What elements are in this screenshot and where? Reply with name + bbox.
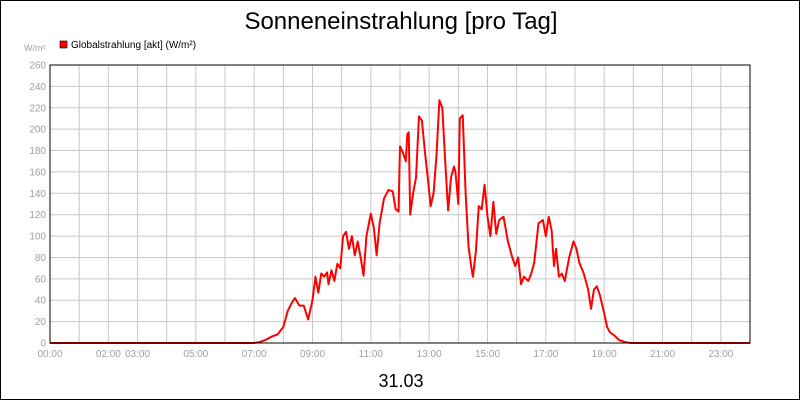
y-tick-labels: 0 20 40 60 80 100 120 140 160 180 200 220 240 260: [29, 61, 46, 350]
y-tick-label: 180: [29, 146, 46, 157]
y-tick-label: 40: [35, 296, 47, 307]
y-tick-label: 220: [29, 103, 46, 114]
plot-border: [49, 64, 751, 344]
x-tick-label: 13:00: [417, 349, 442, 360]
y-tick-label: 80: [35, 253, 47, 264]
x-tick-label: 11:00: [359, 349, 384, 360]
x-tick-label: 03:00: [125, 349, 150, 360]
legend-swatch: [59, 40, 68, 49]
x-tick-label: 09:00: [300, 349, 325, 360]
series-line-globalstrahlung: [50, 99, 750, 344]
x-tick-label: 23:00: [708, 349, 733, 360]
y-tick-label: 20: [35, 317, 47, 328]
y-tick-label: 200: [29, 125, 46, 136]
x-tick-label: 21:00: [650, 349, 675, 360]
y-tick-label: 0: [40, 339, 46, 350]
x-tick-labels: 00:00 02:00 03:00 05:00 07:00 09:00 11:00 13:00…: [37, 349, 733, 360]
y-tick-label: 240: [29, 82, 46, 93]
legend: Globalstrahlung [akt] (W/m²): [59, 40, 196, 51]
x-tick-label: 17:00: [533, 349, 558, 360]
date-label: 31.03: [378, 371, 423, 391]
y-tick-label: 120: [29, 210, 46, 221]
x-tick-label: 07:00: [242, 349, 267, 360]
y-axis-unit: W/m²: [24, 43, 46, 53]
y-tick-label: 160: [29, 167, 46, 178]
chart-title: Sonneneinstrahlung [pro Tag]: [244, 8, 557, 35]
y-tick-label: 260: [29, 61, 46, 72]
y-tick-label: 60: [35, 274, 47, 285]
x-tick-label: 00:00: [37, 349, 62, 360]
x-tick-label: 05:00: [183, 349, 208, 360]
y-tick-label: 100: [29, 232, 46, 243]
x-tick-label: 02:00: [96, 349, 121, 360]
x-tick-label: 19:00: [592, 349, 617, 360]
legend-label: Globalstrahlung [akt] (W/m²): [71, 40, 196, 51]
x-tick-label: 15:00: [475, 349, 500, 360]
y-tick-label: 140: [29, 189, 46, 200]
series-layer: [50, 99, 750, 344]
grid-lines: [50, 65, 750, 343]
